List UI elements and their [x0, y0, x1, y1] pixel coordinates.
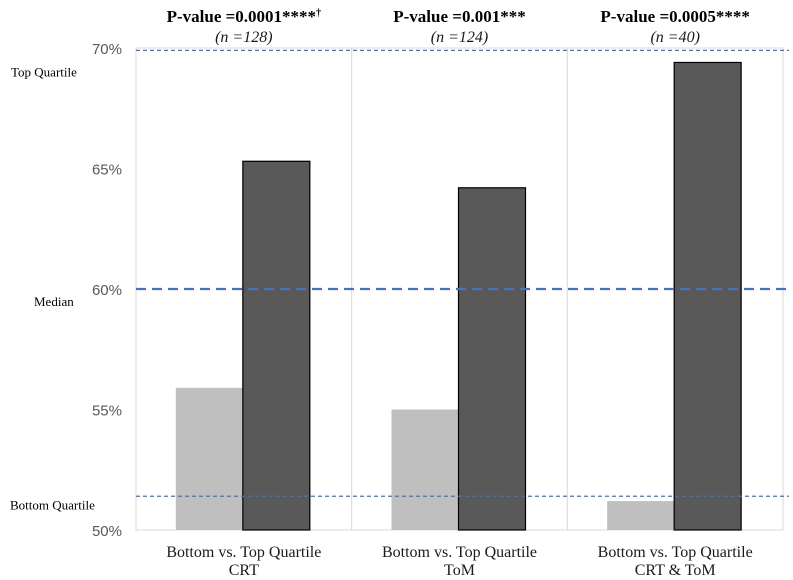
sample-size-label: (n =124) [431, 29, 488, 46]
category-label-line1: Bottom vs. Top Quartile [382, 544, 537, 561]
bar-bottom-quartile [607, 501, 675, 530]
sample-size-label: (n =128) [215, 29, 272, 46]
y-tick-label: 50% [92, 523, 122, 540]
bar-top-quartile [457, 187, 527, 531]
reference-label: Median [34, 294, 74, 309]
pvalue-label: P-value =0.0001****† [167, 7, 321, 26]
sample-size-label: (n =40) [650, 29, 699, 46]
y-tick-label: 65% [92, 162, 122, 179]
category-label-line2: CRT [229, 562, 259, 579]
bar-top-quartile [242, 160, 311, 531]
y-tick-label: 70% [92, 41, 122, 58]
pvalue-label: P-value =0.001*** [393, 7, 525, 26]
bar-top-quartile [673, 61, 742, 531]
category-label-line1: Bottom vs. Top Quartile [166, 544, 321, 561]
category-label-line2: ToM [444, 562, 475, 579]
bar-bottom-quartile [175, 387, 243, 530]
reference-label: Top Quartile [11, 64, 77, 79]
pvalue-label: P-value =0.0005**** [600, 7, 749, 26]
category-label-line2: CRT & ToM [635, 562, 716, 579]
reference-label: Bottom Quartile [10, 497, 95, 512]
dagger-mark: † [316, 8, 321, 19]
y-tick-label: 60% [92, 282, 122, 299]
bar-bottom-quartile [391, 409, 459, 530]
y-tick-label: 55% [92, 403, 122, 420]
category-label-line1: Bottom vs. Top Quartile [598, 544, 753, 561]
